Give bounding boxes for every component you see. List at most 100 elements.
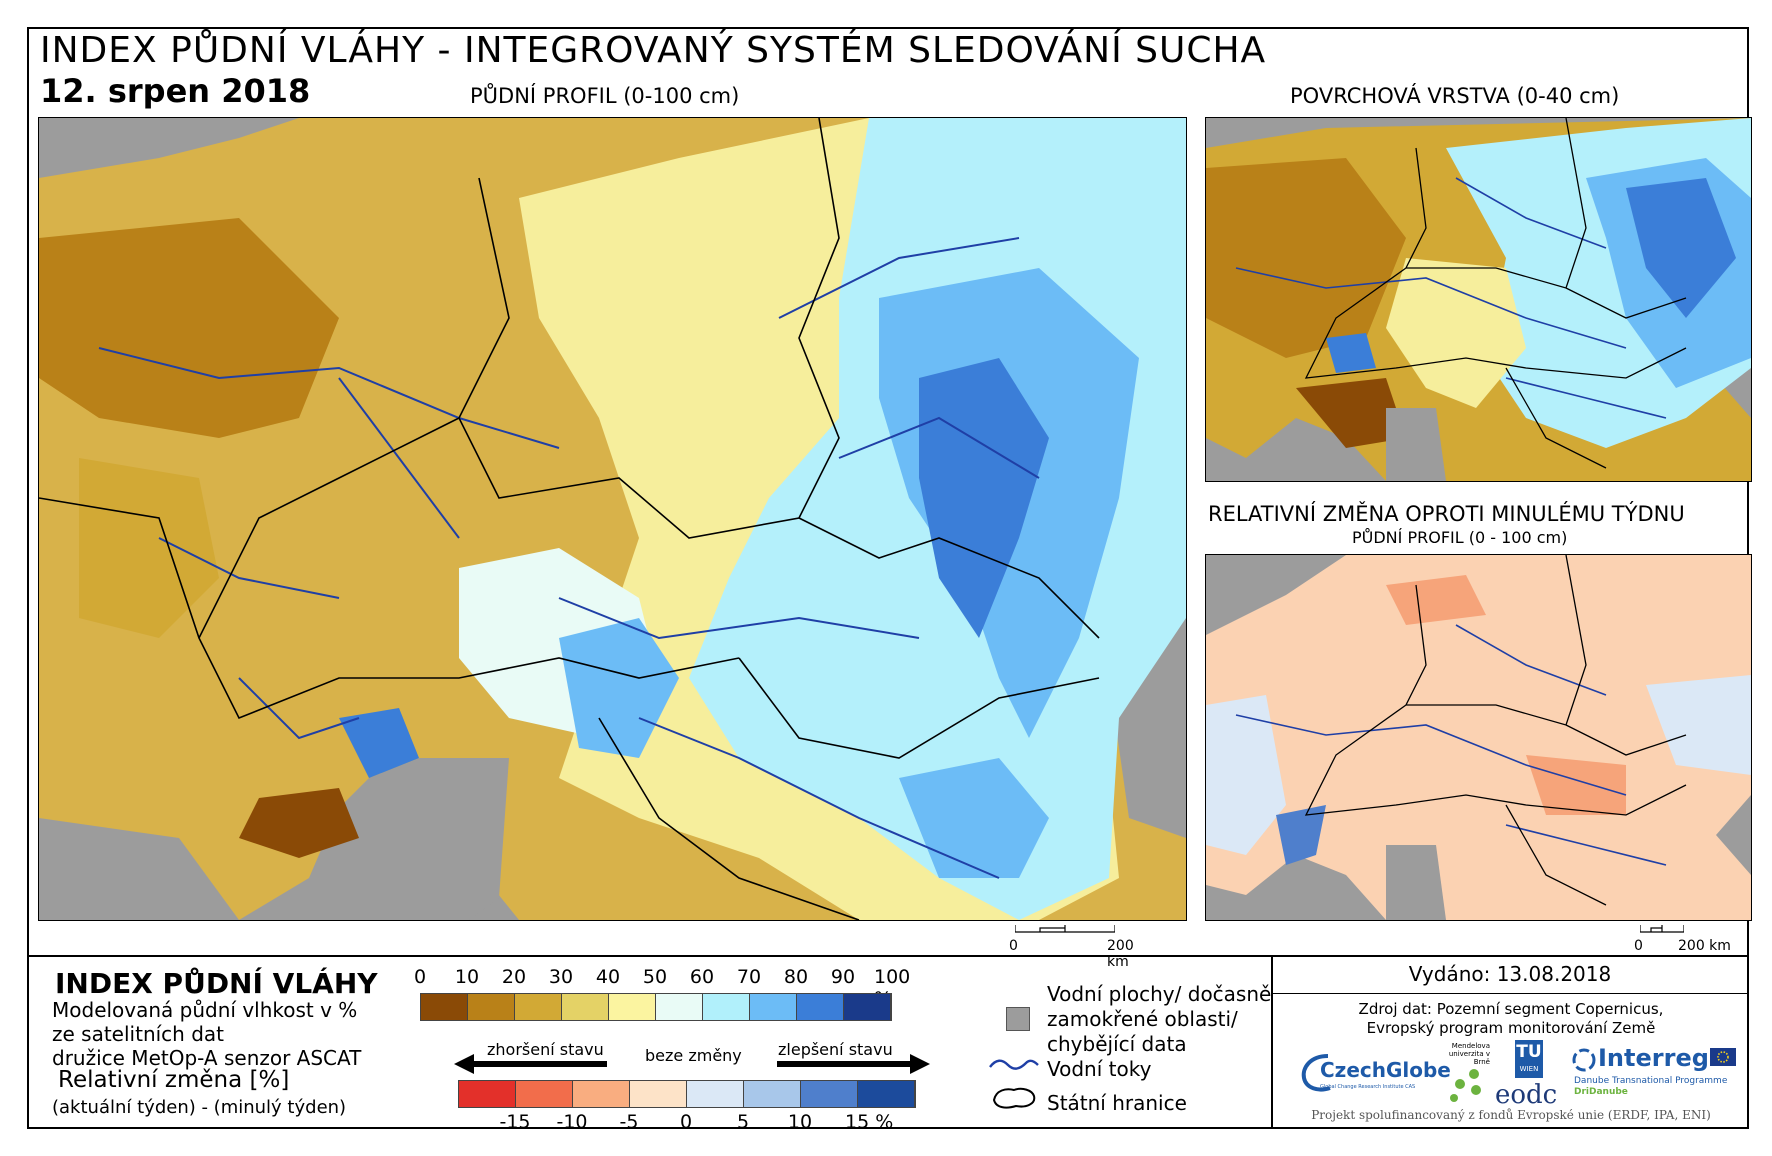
mendel-text: Mendelova univerzita v Brně bbox=[1448, 1042, 1490, 1066]
moisture-tick-label: 10 bbox=[454, 966, 480, 988]
side-scalebar-graphic bbox=[1640, 925, 1684, 933]
side-scalebar-end: 200 km bbox=[1678, 938, 1731, 954]
surface-map-label: POVRCHOVÁ VRSTVA (0-40 cm) bbox=[1290, 84, 1620, 108]
water-label-2: zamokřené oblasti/ bbox=[1047, 1007, 1238, 1031]
moisture-swatch bbox=[797, 994, 844, 1020]
funding-note: Projekt spolufinancovaný z fondů Evropsk… bbox=[1311, 1108, 1711, 1122]
relative-change-title: Relativní změna [%] bbox=[58, 1067, 290, 1093]
water-label-1: Vodní plochy/ dočasně bbox=[1047, 982, 1272, 1006]
main-scalebar-end: 200 km bbox=[1107, 938, 1134, 970]
change-swatch bbox=[459, 1081, 516, 1107]
main-scalebar-graphic bbox=[1015, 925, 1115, 933]
main-soil-moisture-map bbox=[38, 117, 1187, 921]
change-tick-label: 0 bbox=[679, 1111, 693, 1133]
moisture-swatch bbox=[656, 994, 703, 1020]
change-map-label: RELATIVNÍ ZMĚNA OPROTI MINULÉMU TÝDNU bbox=[1208, 502, 1685, 526]
moisture-swatch bbox=[562, 994, 609, 1020]
dridanube-text: DriDanube bbox=[1574, 1087, 1628, 1097]
issued-date: Vydáno: 13.08.2018 bbox=[1408, 962, 1612, 986]
change-arrows bbox=[454, 1054, 930, 1074]
change-swatch bbox=[744, 1081, 801, 1107]
interreg-swirl-icon bbox=[1572, 1048, 1596, 1072]
main-scalebar-start: 0 bbox=[1009, 938, 1018, 954]
legend-line-2: ze satelitních dat bbox=[52, 1022, 224, 1046]
data-source: Zdroj dat: Pozemní segment Copernicus, E… bbox=[1273, 1000, 1749, 1038]
change-swatch bbox=[516, 1081, 573, 1107]
legend-title: INDEX PŮDNÍ VLÁHY bbox=[55, 967, 378, 1000]
moisture-tick-label: 0 bbox=[413, 966, 427, 988]
rivers-label: Vodní toky bbox=[1047, 1057, 1152, 1081]
tu-subtext: WIEN bbox=[1519, 1065, 1539, 1073]
eu-stars-icon bbox=[1717, 1051, 1729, 1063]
worse-label: zhoršení stavu bbox=[487, 1040, 604, 1059]
czechglobe-text: CzechGlobe bbox=[1320, 1058, 1451, 1082]
change-color-scale bbox=[458, 1080, 916, 1108]
czechglobe-subtext: Global Change Research Institute CAS bbox=[1320, 1084, 1416, 1090]
mendel-dots-icon bbox=[1450, 1069, 1481, 1102]
change-map-svg bbox=[1206, 555, 1751, 920]
moisture-color-scale bbox=[420, 993, 892, 1021]
moisture-tick-label: 50 bbox=[642, 966, 668, 988]
border-outline-icon bbox=[992, 1087, 1036, 1109]
side-scalebar-start: 0 bbox=[1634, 938, 1643, 954]
map-date: 12. srpen 2018 bbox=[40, 72, 311, 110]
change-swatch bbox=[630, 1081, 687, 1107]
relative-change-map bbox=[1205, 554, 1752, 921]
better-label: zlepšení stavu bbox=[778, 1040, 893, 1059]
legend-vertical-separator bbox=[1271, 955, 1273, 1129]
change-tick-label: 5 bbox=[736, 1111, 750, 1133]
issued-separator bbox=[1271, 993, 1749, 994]
water-bodies-swatch bbox=[1006, 1007, 1030, 1031]
surface-map-svg bbox=[1206, 118, 1751, 481]
moisture-tick-label: 60 bbox=[689, 966, 715, 988]
interreg-subtext: Danube Transnational Programme bbox=[1574, 1076, 1728, 1086]
surface-layer-map bbox=[1205, 117, 1752, 482]
moisture-swatch bbox=[609, 994, 656, 1020]
eodc-logo: eodc bbox=[1495, 1080, 1558, 1110]
change-swatch bbox=[573, 1081, 630, 1107]
change-swatch bbox=[801, 1081, 858, 1107]
main-map-label: PŮDNÍ PROFIL (0-100 cm) bbox=[470, 84, 740, 108]
eu-flag-icon bbox=[1710, 1048, 1736, 1066]
change-swatch bbox=[687, 1081, 744, 1107]
source-line-1: Zdroj dat: Pozemní segment Copernicus, bbox=[1358, 1000, 1664, 1018]
moisture-swatch bbox=[421, 994, 468, 1020]
interreg-text: Interreg bbox=[1598, 1044, 1709, 1072]
czechglobe-logo-graphic bbox=[1301, 1054, 1331, 1092]
change-tick-label: 10 bbox=[787, 1111, 813, 1133]
legend-separator bbox=[27, 955, 1749, 957]
change-swatch bbox=[858, 1081, 915, 1107]
no-change-label: beze změny bbox=[645, 1046, 742, 1065]
moisture-tick-label: 90 bbox=[830, 966, 856, 988]
legend-line-3: družice MetOp-A senzor ASCAT bbox=[52, 1046, 362, 1070]
better-arrow-icon bbox=[777, 1054, 930, 1074]
mendel-logo: Mendelova univerzita v Brně bbox=[1440, 1042, 1490, 1102]
change-map-sublabel: PŮDNÍ PROFIL (0 - 100 cm) bbox=[1352, 528, 1568, 547]
moisture-tick-label: 20 bbox=[501, 966, 527, 988]
moisture-swatch bbox=[844, 994, 891, 1020]
czechglobe-logo: CzechGlobe Global Change Research Instit… bbox=[1300, 1050, 1451, 1098]
moisture-tick-label: 40 bbox=[595, 966, 621, 988]
change-tick-label: -15 bbox=[499, 1111, 531, 1133]
tu-wien-logo: TU WIEN bbox=[1515, 1040, 1543, 1078]
moisture-swatch bbox=[703, 994, 750, 1020]
change-tick-label: -10 bbox=[556, 1111, 588, 1133]
change-tick-label: -5 bbox=[619, 1111, 639, 1133]
main-map-svg bbox=[39, 118, 1186, 920]
moisture-swatch bbox=[468, 994, 515, 1020]
river-line-icon bbox=[989, 1059, 1039, 1070]
water-label-3: chybějící data bbox=[1047, 1032, 1187, 1056]
worse-arrow-icon bbox=[454, 1054, 607, 1074]
legend-line-1: Modelovaná půdní vlhkost v % bbox=[52, 998, 358, 1022]
relative-change-subtitle: (aktuální týden) - (minulý týden) bbox=[52, 1097, 347, 1118]
moisture-swatch bbox=[750, 994, 797, 1020]
source-line-2: Evropský program monitorování Země bbox=[1366, 1019, 1656, 1037]
moisture-tick-label: 70 bbox=[736, 966, 762, 988]
change-tick-label: 15 % bbox=[845, 1111, 894, 1133]
page-title: INDEX PŮDNÍ VLÁHY - INTEGROVANÝ SYSTÉM S… bbox=[40, 30, 1267, 71]
moisture-tick-label: 80 bbox=[783, 966, 809, 988]
moisture-swatch bbox=[515, 994, 562, 1020]
borders-label: Státní hranice bbox=[1047, 1091, 1187, 1115]
tu-text: TU bbox=[1516, 1042, 1542, 1062]
moisture-tick-label: 30 bbox=[548, 966, 574, 988]
